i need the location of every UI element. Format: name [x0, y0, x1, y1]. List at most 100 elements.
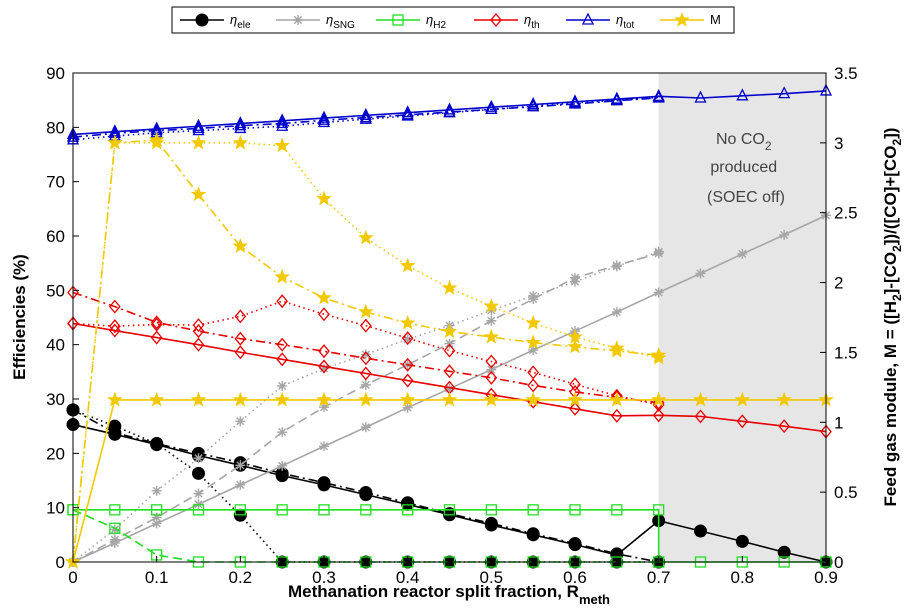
data-point [195, 13, 209, 27]
data-point [150, 317, 163, 332]
data-point [650, 349, 667, 365]
data-point [151, 518, 162, 529]
data-point [737, 248, 748, 259]
data-point [319, 441, 329, 452]
data-point [443, 507, 456, 521]
data-point [443, 364, 456, 379]
y2-label-part: 2 [890, 139, 904, 146]
data-point [192, 466, 205, 480]
data-point [674, 11, 690, 27]
data-point [443, 102, 456, 115]
plot-frame [72, 72, 827, 563]
data-point [777, 545, 791, 559]
data-point [317, 112, 331, 125]
data-point [107, 391, 123, 407]
ticks-layer: 0 0.1 0.2 0.3 0.4 0.5 0.6 0.7 0.8 0.9010203040506… [46, 64, 858, 587]
series-line [72, 90, 827, 136]
data-point [234, 504, 246, 516]
data-point [483, 391, 500, 407]
legend-entry: ηth [474, 12, 540, 31]
y2-tick-label: 3.5 [834, 64, 858, 83]
data-point [190, 186, 207, 202]
data-point [293, 15, 303, 25]
legend-entry: M [660, 11, 721, 27]
data-point [444, 383, 455, 394]
y2-label-part: ]) [881, 128, 900, 139]
series-th-solid [67, 316, 832, 439]
legend-entry: ηtot [566, 12, 635, 31]
data-point [360, 504, 372, 516]
data-point [360, 379, 371, 390]
data-point [150, 315, 163, 330]
data-point [318, 344, 330, 359]
data-point [611, 504, 623, 516]
data-point [441, 323, 458, 339]
data-point [484, 516, 498, 530]
data-point [569, 401, 581, 416]
data-point [401, 108, 414, 121]
data-point [192, 337, 205, 352]
data-point [401, 357, 414, 372]
data-point [151, 504, 163, 516]
data-point [360, 349, 371, 360]
data-point [441, 280, 458, 295]
shaded-region-annotation: No CO2 produced (SOEC off) [707, 131, 785, 206]
data-point [736, 88, 749, 101]
data-point [235, 479, 246, 490]
data-point [109, 522, 121, 534]
data-point [528, 345, 539, 356]
data-point [609, 340, 625, 355]
data-point [276, 294, 289, 309]
series-line [72, 291, 659, 404]
data-point [611, 307, 622, 318]
x-tick-label: 0.9 [814, 568, 838, 587]
legend-label: ηH2 [426, 12, 446, 31]
data-point [235, 416, 246, 427]
data-point [276, 352, 289, 367]
data-point [318, 504, 330, 516]
y-tick-label: 90 [46, 64, 65, 83]
data-point [359, 351, 372, 366]
data-point [490, 12, 502, 28]
y2-label-part: 2 [890, 245, 904, 252]
data-point [443, 504, 456, 516]
data-point [525, 334, 541, 350]
data-point [317, 110, 331, 123]
data-point [276, 504, 288, 516]
data-point [234, 345, 247, 360]
y2-tick-label: 2 [834, 274, 843, 293]
x-axis-label: Methanation reactor split fraction, Rmet… [288, 582, 610, 607]
y-tick-label: 20 [46, 444, 65, 463]
data-point [527, 504, 539, 516]
data-point [567, 338, 583, 354]
data-point [609, 391, 625, 407]
legend-label: ηth [524, 12, 540, 31]
data-point [779, 229, 790, 240]
data-point [192, 324, 205, 339]
data-point [734, 391, 751, 407]
soec-off-region [658, 73, 826, 562]
data-point [109, 534, 120, 545]
data-point [193, 453, 204, 464]
data-point [232, 391, 249, 407]
x-tick-label: 0.1 [145, 568, 169, 587]
data-point [150, 330, 163, 345]
data-point [192, 123, 205, 136]
data-point [570, 276, 580, 287]
data-point [359, 111, 372, 124]
data-point [778, 86, 791, 99]
data-point [441, 391, 458, 407]
data-point [653, 504, 665, 516]
data-point [483, 328, 500, 344]
data-point [192, 120, 205, 134]
y2-tick-label: 0 [834, 553, 843, 572]
data-point [399, 391, 416, 407]
x-tick-label: 0.8 [731, 568, 755, 587]
data-point [316, 391, 332, 407]
data-point [402, 334, 413, 345]
y2-tick-label: 0.5 [834, 483, 858, 502]
data-point [485, 504, 497, 516]
data-point [107, 134, 123, 150]
data-point [528, 290, 539, 301]
